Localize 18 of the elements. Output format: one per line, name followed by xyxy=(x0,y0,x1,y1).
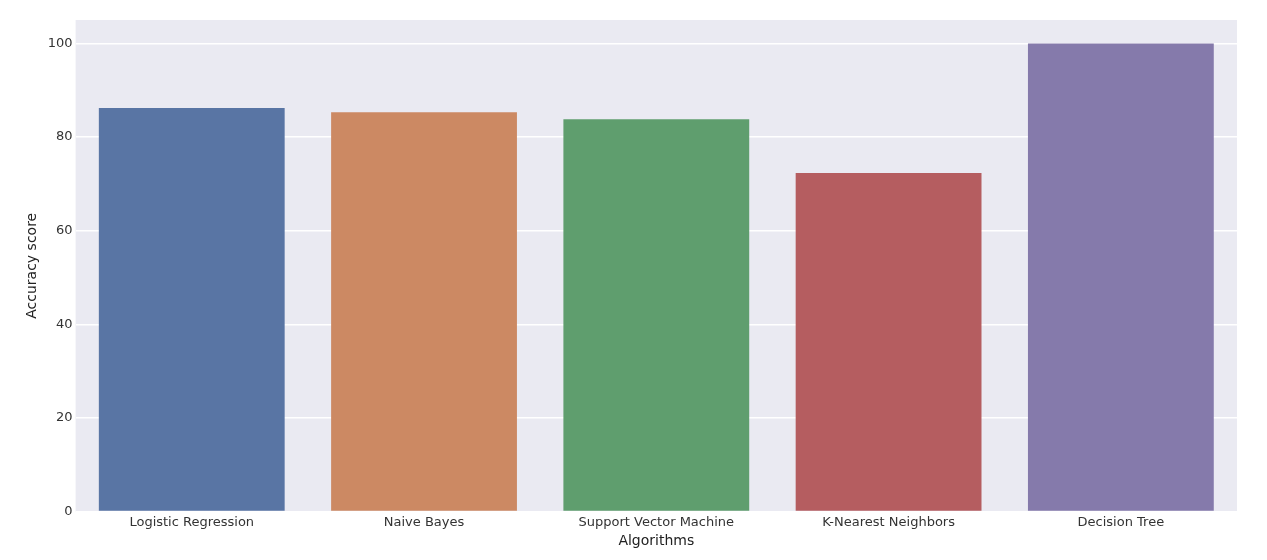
y-axis-title: Accuracy score xyxy=(23,212,40,319)
y-tick-label: 0 xyxy=(64,502,73,518)
x-axis-title: Algorithms xyxy=(618,532,695,549)
x-tick-label: Naive Bayes xyxy=(383,513,465,529)
bar xyxy=(795,173,982,511)
y-tick-label: 100 xyxy=(47,34,73,50)
x-tick-label: Logistic Regression xyxy=(129,513,255,529)
y-tick-label: 60 xyxy=(56,222,73,238)
x-tick-label: Support Vector Machine xyxy=(578,513,735,529)
x-tick-label: K-Nearest Neighbors xyxy=(822,513,956,529)
bar xyxy=(98,108,285,511)
bar xyxy=(563,119,750,511)
bar xyxy=(1027,43,1214,511)
y-tick-label: 40 xyxy=(56,315,73,331)
x-tick-label: Decision Tree xyxy=(1077,513,1165,529)
y-tick-label: 20 xyxy=(56,409,73,425)
y-tick-label: 80 xyxy=(56,128,73,144)
bar xyxy=(331,112,517,511)
